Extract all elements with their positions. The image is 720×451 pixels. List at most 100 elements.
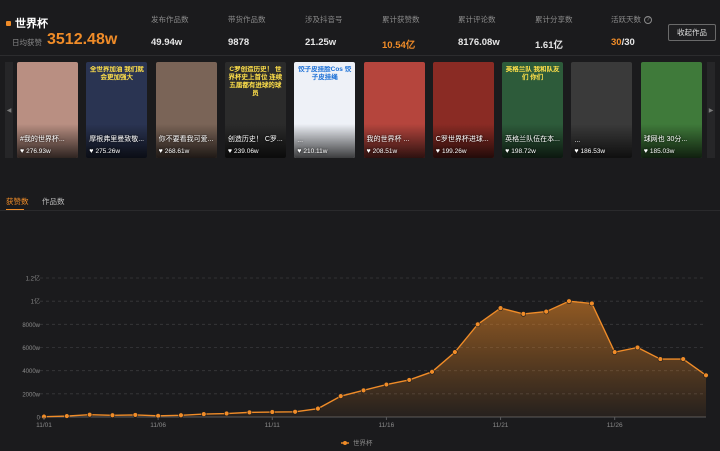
video-shade [294, 124, 356, 158]
stat-total-shares: 累计分享数 1.61亿 [535, 14, 573, 51]
data-point [680, 356, 686, 362]
video-likes-count: 208.51w [372, 148, 398, 155]
video-likes-count: 210.11w [303, 148, 328, 155]
x-tick-label: 11/11 [265, 422, 281, 429]
video-shade [224, 124, 286, 158]
video-title: 我的世界杯 ... [366, 136, 410, 143]
data-point [223, 410, 230, 417]
data-point [497, 305, 504, 311]
y-tick-label: 1.2亿 [26, 275, 40, 283]
topic-header: 世界杯 日均获赞 3512.48w 发布作品数 49.94w 带货作品数 987… [0, 0, 720, 56]
tab-likes[interactable]: 获赞数 [6, 197, 29, 206]
video-likes: ♥ 198.72w [505, 148, 536, 155]
video-likes: ♥ 185.03w [644, 148, 675, 155]
video-shade [432, 124, 494, 158]
stat-total-likes: 累计获赞数 10.54亿 [382, 14, 420, 51]
stat-accounts: 涉及抖音号 21.25w [305, 14, 343, 48]
carousel-prev-button[interactable]: ◀ [5, 62, 13, 158]
likes-trend-chart: 0 2000w 4000w 6000w 8000w 1亿 1.2亿 11/01 11/06 11/… [0, 260, 720, 451]
legend-swatch-point [343, 441, 347, 445]
video-likes-count: 275.26w [95, 148, 121, 155]
video-cover-caption: C罗创造历史！ 世界杯史上首位 连续五届都有进球的球员 [228, 66, 283, 97]
active-days-total: /30 [621, 37, 635, 48]
video-shade [502, 124, 564, 158]
video-carousel: ◀ #我的世界杯... ♥ 276.93w 全世界加油 我们就会更加强大 摩根弗里曼致敬… [0, 62, 720, 160]
heart-icon: ♥ [20, 148, 25, 155]
active-tab-indicator [6, 209, 24, 211]
x-tick-label: 11/01 [36, 422, 52, 429]
carousel-next-button[interactable]: ▶ [707, 62, 715, 158]
data-point [315, 405, 321, 412]
video-card[interactable]: #我的世界杯... ♥ 276.93w [17, 62, 78, 158]
stat-value: 1.61亿 [535, 40, 563, 51]
stat-active-days: 活跃天数 ? 30/30 [611, 14, 652, 48]
x-tick-label: 11/21 [493, 422, 509, 429]
video-card[interactable]: 你不要看我可爱... ♥ 268.61w [155, 62, 217, 158]
video-likes: ♥ 268.61w [159, 148, 190, 155]
heart-icon: ♥ [366, 148, 371, 155]
heart-icon: ♥ [227, 148, 233, 155]
video-cover-caption: 全世界加油 我们就会更加强大 [89, 66, 144, 81]
metric-tabs: 获赞数 作品数 [0, 196, 720, 211]
video-card[interactable]: 我的世界杯 ... ♥ 208.51w [363, 62, 425, 158]
video-likes-count: 199.26w [441, 148, 467, 155]
video-shade [363, 124, 425, 158]
video-likes-count: 239.06w [234, 148, 259, 155]
active-days-count: 30 [611, 37, 622, 48]
stat-value: 8176.08w [458, 37, 500, 48]
y-tick-label: 4000w [22, 369, 40, 375]
stat-value: 9878 [228, 37, 250, 48]
video-title: 英格兰队伍在本... [505, 136, 560, 143]
video-card[interactable]: 饺子皮挂脸Cos 饺子皮挂绳... ♥ 210.11w [294, 62, 356, 158]
stat-value: 21.25w [305, 37, 337, 48]
data-point [132, 412, 139, 418]
topic-name: 世界杯 [15, 18, 48, 30]
video-title: 创造历史！ C罗... [227, 136, 283, 143]
info-icon[interactable]: ? [644, 15, 652, 24]
data-point [338, 393, 344, 399]
video-likes: ♥ 275.26w [89, 148, 120, 155]
data-point [246, 409, 253, 416]
data-point [452, 349, 458, 355]
video-likes: ♥ 239.06w [228, 148, 259, 155]
stat-label: 累计评论数 [458, 15, 496, 24]
video-shade [571, 124, 633, 158]
data-point [611, 349, 618, 355]
stat-label: 累计分享数 [535, 15, 573, 24]
stat-value: 49.94w [151, 37, 183, 48]
video-cover-caption: 英格兰队 我和队友们 你们 [505, 66, 560, 81]
data-point [269, 409, 275, 415]
video-card[interactable]: 英格兰队 我和队友们 你们英格兰队伍在本... ♥ 198.72w [502, 62, 564, 158]
video-shade [155, 124, 217, 158]
video-title: #我的世界杯... [20, 136, 65, 143]
tab-works[interactable]: 作品数 [42, 197, 65, 206]
y-tick-label: 8000w [22, 323, 40, 329]
heart-icon: ♥ [643, 148, 648, 155]
stat-label: 累计获赞数 [382, 15, 420, 24]
data-point [703, 372, 709, 379]
stat-value: 30/30 [611, 37, 652, 48]
video-likes: ♥ 199.26w [436, 148, 467, 155]
stat-total-comments: 累计评论数 8176.08w [458, 14, 500, 48]
data-point [566, 298, 572, 304]
video-card[interactable]: ... ♥ 186.53w [571, 62, 633, 158]
data-point [86, 411, 93, 418]
stat-label: 发布作品数 [151, 15, 189, 24]
video-card[interactable]: C罗世界杯进球... ♥ 199.26w [432, 62, 494, 158]
daily-likes-label: 日均获赞 [12, 38, 42, 47]
topic-marker-icon [6, 20, 11, 26]
heart-icon: ♥ [297, 148, 302, 155]
heart-icon: ♥ [89, 148, 94, 155]
video-card[interactable]: C罗创造历史！ 世界杯史上首位 连续五届都有进球的球员创造历史！ C罗... ♥ 2… [224, 62, 286, 158]
video-card[interactable]: 球网也 30分... ♥ 185.03w [640, 62, 702, 158]
data-point [589, 300, 595, 307]
data-point [383, 381, 390, 388]
data-point [64, 413, 70, 419]
video-title: C罗世界杯进球... [435, 136, 489, 143]
y-tick-label: 1亿 [31, 298, 40, 306]
video-likes-count: 185.03w [649, 148, 675, 155]
video-card[interactable]: 全世界加油 我们就会更加强大 摩根弗里曼致敬... ♥ 275.26w [86, 62, 148, 158]
video-likes: ♥ 210.11w [297, 148, 327, 155]
collapse-works-button[interactable]: 收起作品 [668, 24, 716, 41]
video-likes: ♥ 208.51w [367, 148, 398, 155]
